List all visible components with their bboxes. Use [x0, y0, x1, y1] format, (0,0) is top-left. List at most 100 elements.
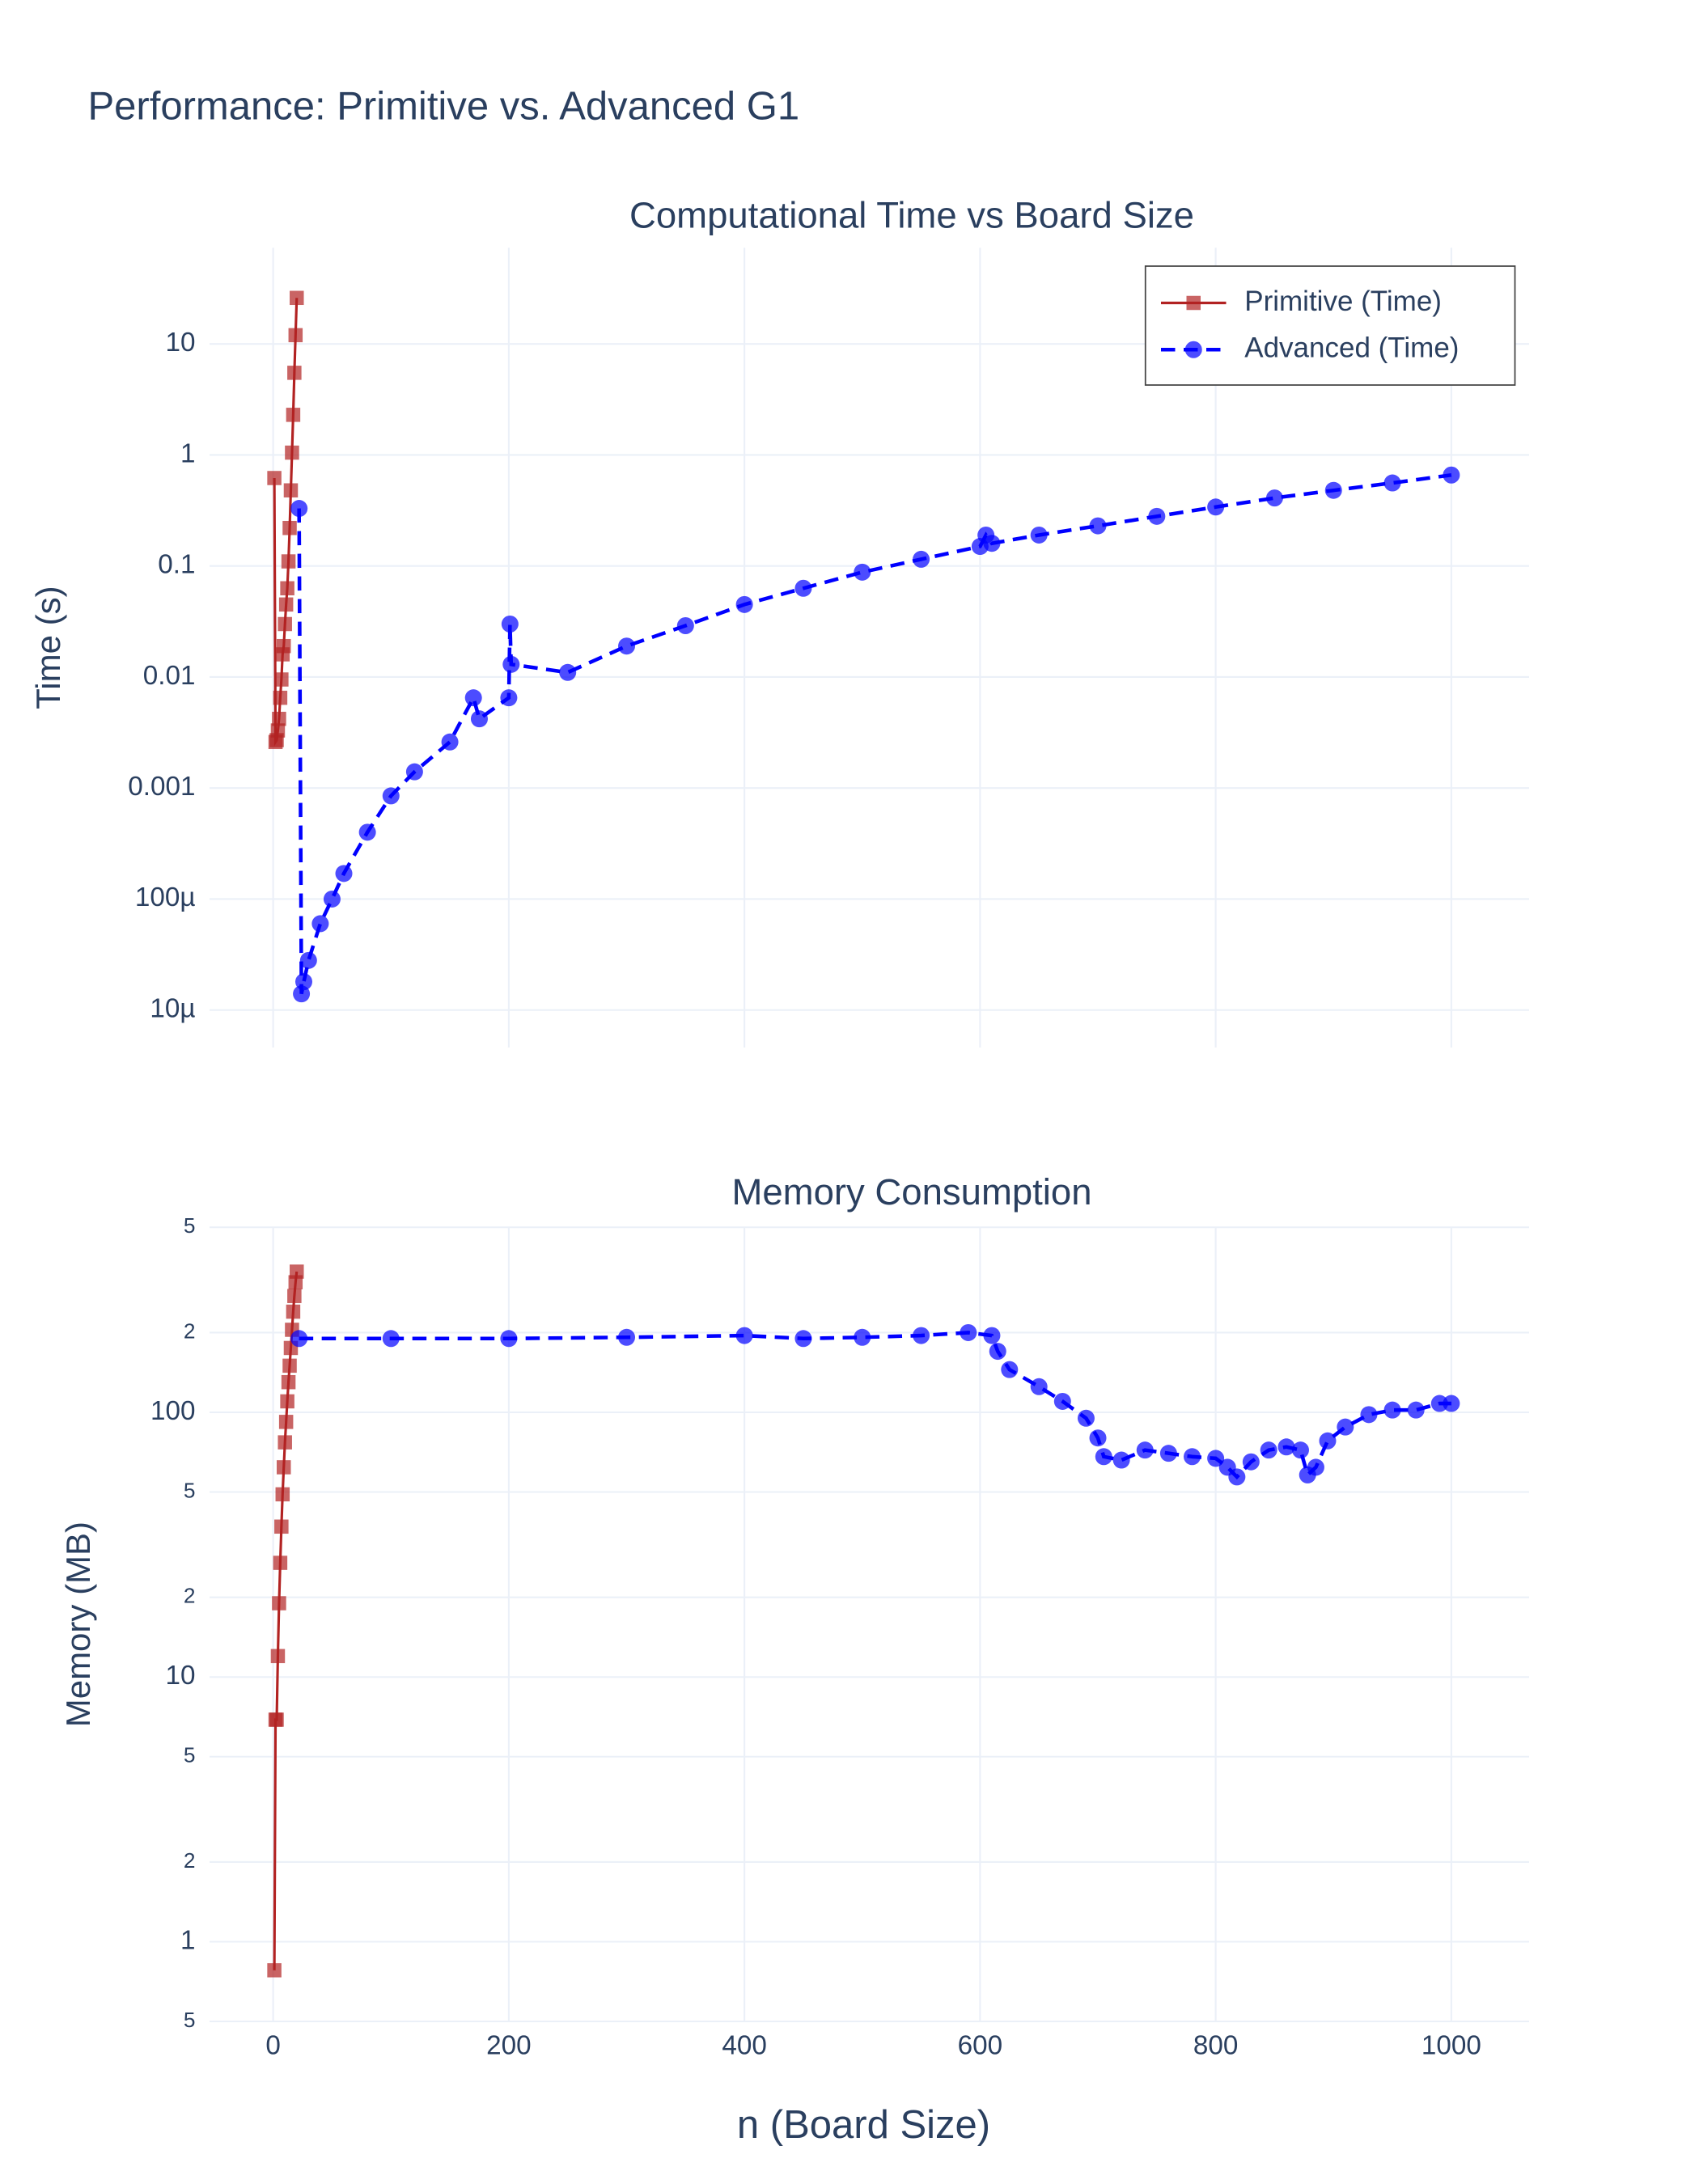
data-point	[273, 1555, 288, 1570]
y-axis-title: Memory (MB)	[59, 1522, 97, 1727]
data-point	[280, 581, 294, 596]
data-point	[278, 1435, 292, 1450]
y-tick-label: 5	[184, 2008, 196, 2032]
data-point	[1319, 1432, 1337, 1450]
data-point	[794, 579, 812, 597]
x-tick-label: 800	[1193, 2030, 1238, 2060]
data-point	[441, 733, 459, 751]
data-point	[1242, 1453, 1260, 1471]
data-point	[1228, 1468, 1246, 1486]
data-point	[290, 1330, 308, 1348]
y-tick-label: 2	[184, 1584, 196, 1608]
data-point	[270, 723, 286, 738]
y-tick-label: 2	[184, 1848, 196, 1873]
data-point	[276, 638, 291, 654]
data-point	[323, 890, 341, 908]
legend-marker	[1186, 295, 1201, 311]
data-point	[1407, 1401, 1425, 1419]
data-point	[1443, 1395, 1460, 1412]
data-point	[290, 1264, 304, 1279]
data-point	[382, 787, 400, 805]
data-point	[464, 689, 482, 707]
data-point	[500, 1330, 518, 1348]
data-point	[618, 1328, 636, 1346]
data-point	[274, 672, 289, 687]
y-tick-label: 10µ	[150, 993, 195, 1023]
data-point	[282, 520, 297, 535]
data-point	[618, 637, 636, 655]
y-tick-label: 0.1	[158, 550, 195, 580]
data-point	[282, 1358, 297, 1373]
data-point	[283, 483, 299, 497]
data-point	[960, 1323, 977, 1341]
y-tick-label: 5	[184, 1743, 196, 1767]
data-point	[1159, 1445, 1177, 1462]
data-point	[278, 597, 294, 612]
data-point	[290, 290, 304, 306]
data-point	[358, 823, 376, 841]
data-point	[1324, 481, 1342, 499]
data-point	[267, 471, 282, 485]
data-point	[280, 1394, 294, 1409]
data-point	[1030, 1378, 1048, 1395]
subplot-title: Memory Consumption	[731, 1171, 1091, 1213]
x-axis-title: n (Board Size)	[737, 2103, 990, 2147]
data-point	[676, 617, 694, 635]
y-tick-label: 5	[184, 1213, 196, 1238]
data-point	[275, 1487, 290, 1502]
y-axis-title: Time (s)	[29, 586, 67, 709]
series-line	[297, 472, 1452, 995]
data-point	[382, 1330, 400, 1348]
data-point	[1277, 1438, 1295, 1456]
data-point	[270, 1649, 286, 1664]
data-point	[1337, 1418, 1354, 1436]
data-point	[286, 408, 301, 422]
data-point	[1430, 1395, 1448, 1412]
x-tick-label: 400	[722, 2030, 766, 2060]
data-point	[1443, 466, 1460, 484]
data-point	[1030, 526, 1048, 544]
x-tick-label: 1000	[1421, 2030, 1481, 2060]
data-point	[288, 328, 303, 343]
data-point	[502, 655, 520, 673]
y-tick-label: 10	[166, 328, 196, 358]
data-point	[405, 763, 423, 781]
x-tick-label: 0	[265, 2030, 281, 2060]
data-point	[989, 1343, 1006, 1361]
data-point	[290, 500, 308, 518]
legend-label: Primitive (Time)	[1244, 286, 1442, 317]
y-tick-label: 2	[184, 1318, 196, 1343]
data-point	[299, 951, 317, 969]
data-point	[273, 690, 288, 705]
data-point	[1095, 1448, 1112, 1466]
data-point	[1089, 1429, 1107, 1447]
x-tick-label: 600	[958, 2030, 1002, 2060]
data-point	[1053, 1392, 1071, 1410]
data-point	[1260, 1441, 1277, 1459]
data-point	[272, 1596, 286, 1610]
data-point	[1307, 1458, 1324, 1476]
data-point	[1001, 1361, 1019, 1378]
data-point	[311, 915, 329, 933]
data-point	[735, 595, 753, 613]
data-point	[1136, 1441, 1154, 1459]
data-point	[1265, 489, 1283, 507]
data-point	[281, 1374, 296, 1390]
x-tick-label: 200	[486, 2030, 531, 2060]
data-point	[285, 445, 299, 460]
data-point	[274, 1519, 289, 1534]
y-tick-label: 0.001	[128, 772, 195, 802]
data-point	[983, 535, 1001, 552]
series-line	[299, 1331, 1451, 1480]
data-point	[267, 1963, 282, 1978]
data-point	[278, 616, 292, 632]
data-point	[735, 1327, 753, 1344]
data-point	[913, 1327, 930, 1344]
data-point	[288, 1275, 303, 1289]
data-point	[983, 1327, 1001, 1344]
data-point	[501, 615, 519, 633]
data-point	[1207, 498, 1225, 516]
y-tick-label: 0.01	[143, 661, 196, 691]
